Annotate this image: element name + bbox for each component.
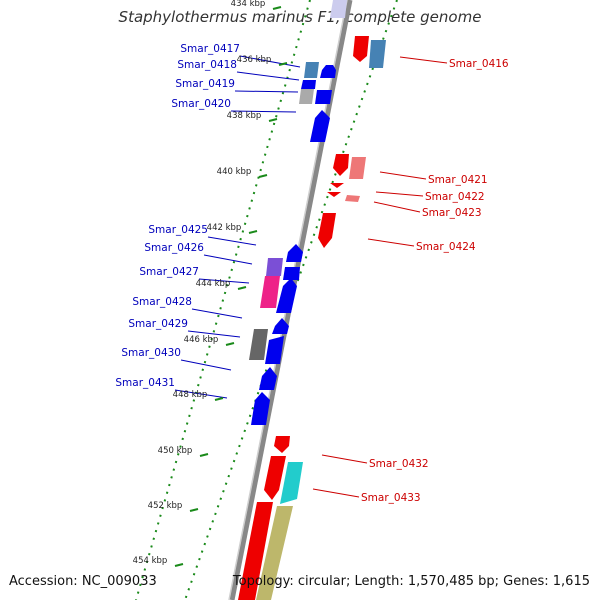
kbp-tick-mark	[268, 118, 278, 122]
gene-arrow	[301, 80, 316, 89]
reverse-strand-genes	[238, 36, 386, 600]
label-leader-line	[373, 201, 421, 213]
gene-arrow	[320, 65, 336, 78]
label-leader-line	[174, 389, 228, 399]
genome-summary: Topology: circular; Length: 1,570,485 bp…	[232, 574, 590, 589]
gene-arrow	[333, 154, 349, 176]
gene-label-reverse[interactable]: Smar_0423	[422, 207, 482, 219]
gene-arrow	[280, 462, 303, 504]
gene-arrow	[353, 36, 369, 62]
gene-label-layer: Smar_0417 Smar_0418 Smar_0419 Smar_0420 Smar…	[115, 43, 509, 504]
accession-label: Accession: NC_009033	[9, 574, 157, 589]
gene-arrow	[318, 213, 336, 248]
label-leader-line	[191, 308, 243, 319]
gene-arrow	[272, 318, 289, 334]
kbp-tick-label: 454 kbp	[133, 556, 168, 566]
label-leader-line	[321, 454, 368, 464]
gene-arrow	[330, 0, 347, 18]
gene-label-forward[interactable]: Smar_0425	[148, 224, 208, 236]
gene-arrow	[315, 90, 332, 104]
gene-label-forward[interactable]: Smar_0420	[171, 98, 231, 110]
forward-strand-genes	[249, 0, 347, 425]
label-leader-line	[379, 171, 427, 180]
gene-label-forward[interactable]: Smar_0426	[144, 242, 204, 254]
kbp-tick-label: 438 kbp	[227, 111, 262, 121]
kbp-tick-label: 440 kbp	[217, 167, 252, 177]
label-leader-line	[207, 236, 257, 246]
gene-arrow	[349, 157, 366, 179]
kbp-tick-label: 452 kbp	[148, 501, 183, 511]
kbp-tick-label: 450 kbp	[158, 446, 193, 456]
gene-arrow	[266, 258, 283, 276]
kbp-tick-mark	[272, 6, 282, 10]
gene-arrow	[330, 183, 344, 188]
gene-label-forward[interactable]: Smar_0417	[180, 43, 240, 55]
gene-label-reverse[interactable]: Smar_0422	[425, 191, 485, 203]
gene-arrow	[345, 195, 360, 202]
kbp-tick-mark	[214, 397, 224, 401]
gene-arrow	[310, 110, 330, 142]
gene-label-forward[interactable]: Smar_0428	[132, 296, 192, 308]
gene-arrow	[283, 267, 300, 280]
kbp-tick-mark	[278, 62, 288, 66]
gene-label-reverse[interactable]: Smar_0416	[449, 58, 509, 70]
gene-label-reverse[interactable]: Smar_0424	[416, 241, 476, 253]
gene-label-forward[interactable]: Smar_0430	[121, 347, 181, 359]
gene-arrow	[369, 40, 386, 68]
gene-label-forward[interactable]: Smar_0427	[139, 266, 199, 278]
gene-label-reverse[interactable]: Smar_0432	[369, 458, 429, 470]
label-leader-line	[187, 330, 241, 338]
label-leader-line	[180, 359, 232, 371]
gene-arrow	[265, 336, 284, 364]
kbp-tick-mark	[258, 174, 268, 178]
label-leader-line	[203, 254, 253, 265]
gene-arrow	[286, 244, 303, 262]
kbp-tick-layer: 434 kbp 436 kbp 438 kbp 440 kbp 442 kbp 444 k…	[133, 0, 288, 567]
gene-label-forward[interactable]: Smar_0429	[128, 318, 188, 330]
kbp-tick-label: 434 kbp	[231, 0, 266, 9]
gene-label-forward[interactable]: Smar_0418	[177, 59, 237, 71]
kbp-tick-mark	[237, 286, 247, 290]
kbp-tick-label: 444 kbp	[196, 279, 231, 289]
label-leader-line	[375, 191, 424, 197]
kbp-tick-label: 446 kbp	[184, 335, 219, 345]
label-leader-line	[234, 90, 299, 93]
gene-arrow	[299, 89, 314, 104]
kbp-tick-label: 448 kbp	[173, 390, 208, 400]
gene-arrow	[327, 192, 341, 197]
gene-arrow	[304, 62, 319, 78]
kbp-tick-mark	[225, 342, 235, 346]
label-leader-line	[230, 110, 297, 113]
gene-arrow	[251, 392, 270, 425]
label-leader-line	[367, 238, 415, 247]
kbp-tick-mark	[248, 230, 258, 234]
gene-arrow	[264, 456, 286, 500]
gene-arrow	[256, 506, 293, 600]
gene-arrow	[259, 367, 277, 390]
kbp-tick-mark	[174, 563, 184, 567]
inner-guide-ring	[135, 0, 311, 600]
kbp-tick-label: 442 kbp	[207, 223, 242, 233]
gene-arrow	[260, 276, 280, 308]
gene-label-reverse[interactable]: Smar_0433	[361, 492, 421, 504]
gene-label-forward[interactable]: Smar_0419	[175, 78, 235, 90]
kbp-tick-mark	[189, 508, 199, 512]
kbp-tick-label: 436 kbp	[237, 55, 272, 65]
kbp-tick-mark	[199, 453, 209, 457]
gene-arrow	[249, 329, 268, 360]
label-leader-line	[239, 55, 301, 68]
gene-arrow	[274, 436, 290, 453]
label-leader-line	[312, 488, 360, 498]
gene-arrow	[238, 502, 273, 600]
label-leader-line	[198, 278, 250, 284]
gene-label-forward[interactable]: Smar_0431	[115, 377, 175, 389]
gene-label-reverse[interactable]: Smar_0421	[428, 174, 488, 186]
map-title: Staphylothermus marinus F1, complete gen…	[118, 8, 482, 26]
label-leader-line	[236, 71, 300, 81]
gene-arrow	[276, 278, 297, 313]
label-leader-line	[399, 56, 448, 64]
